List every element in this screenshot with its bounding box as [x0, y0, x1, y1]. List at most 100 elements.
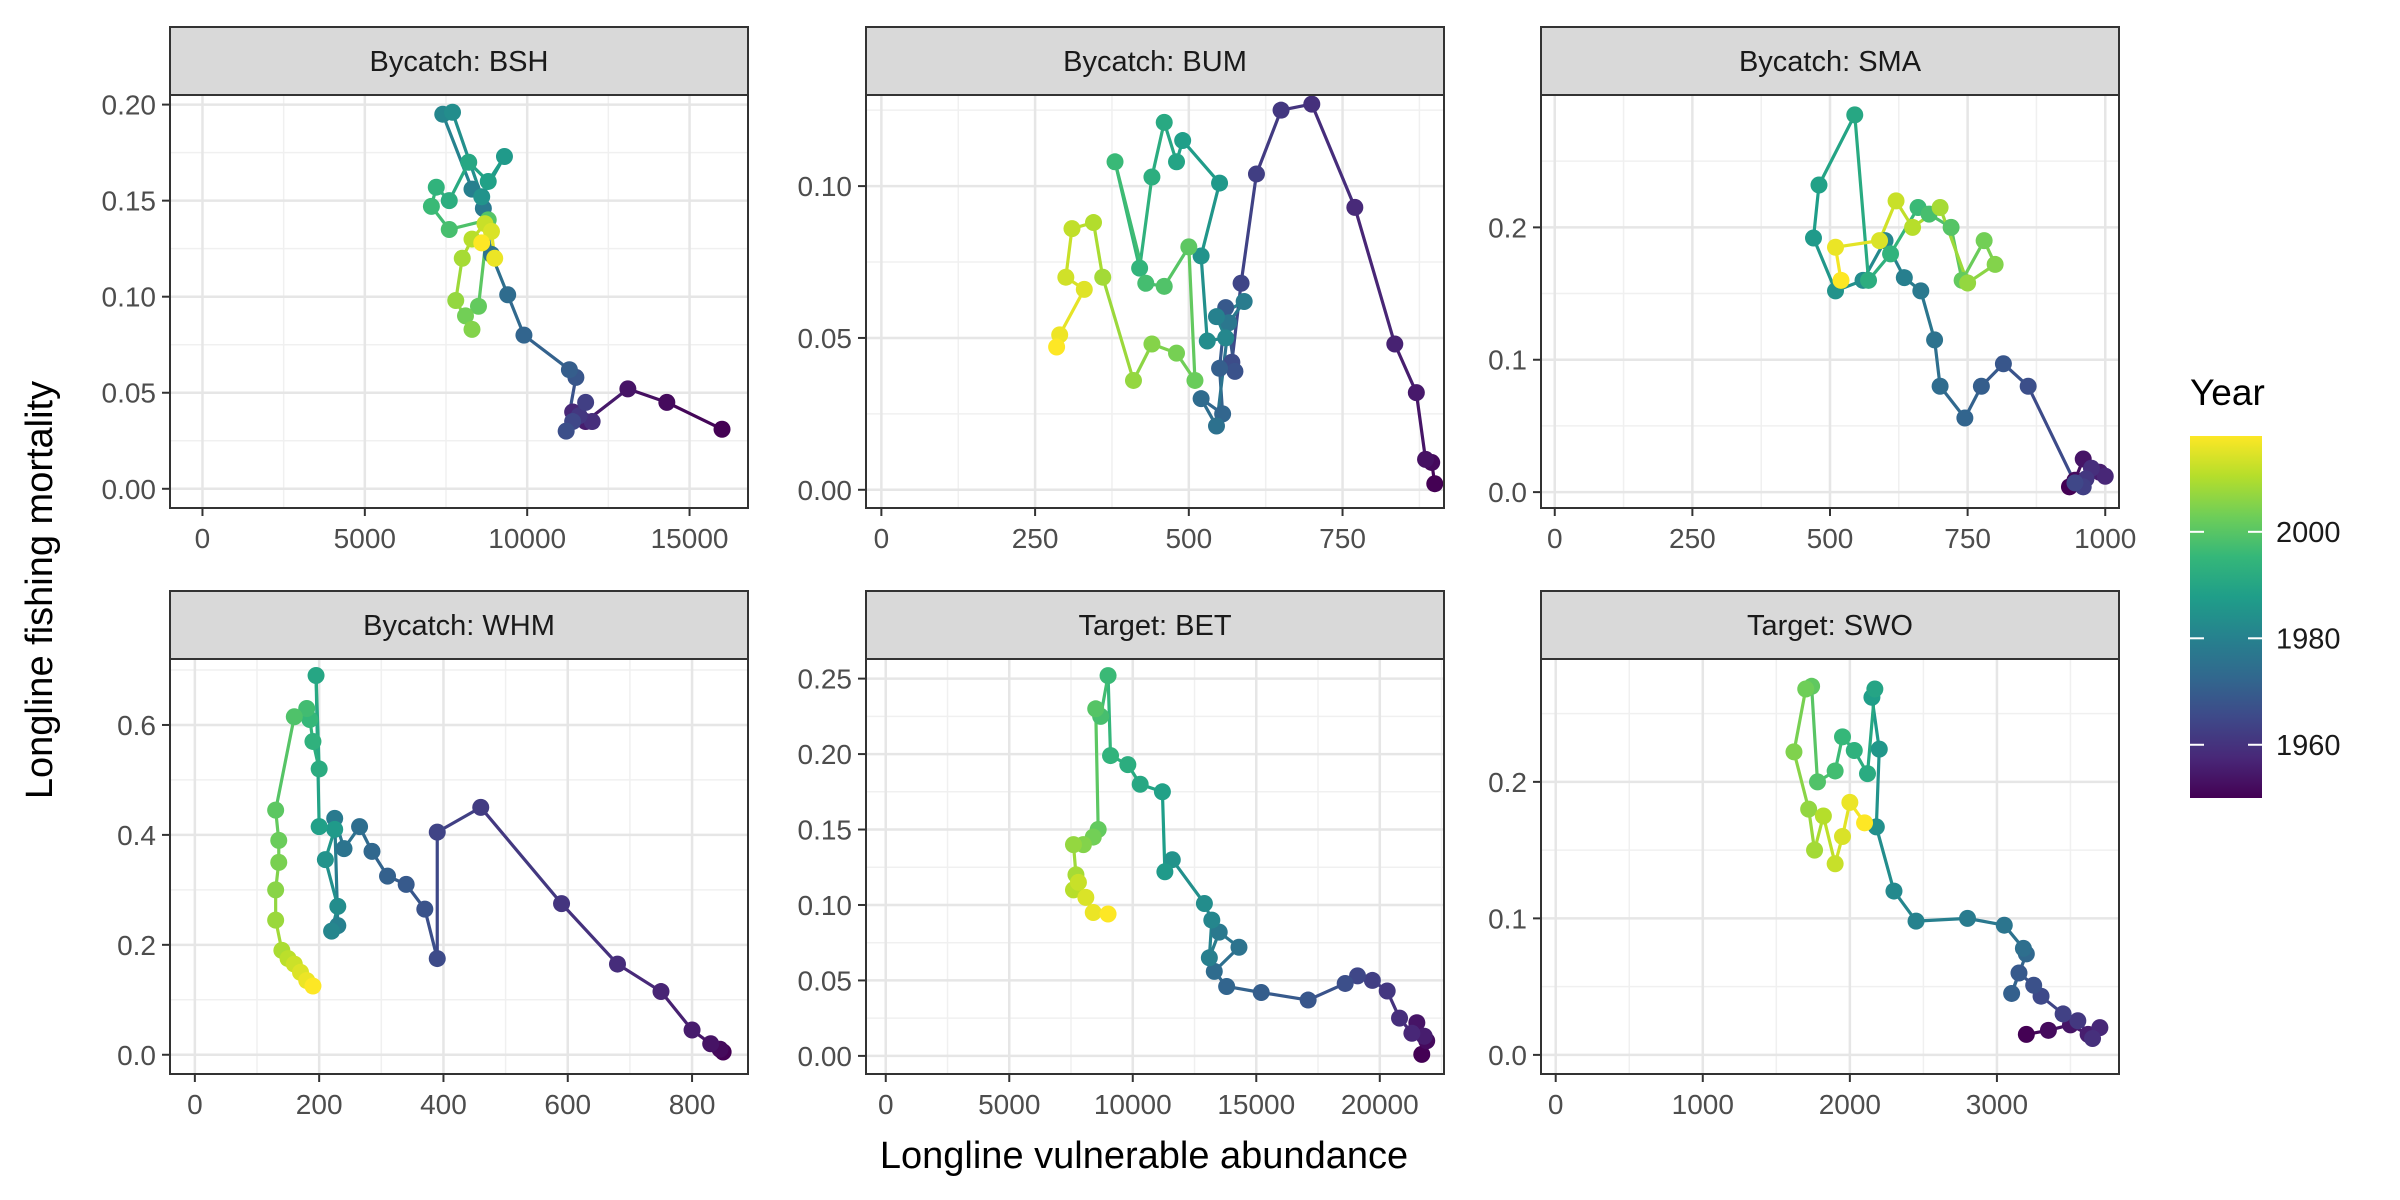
x-tick-label: 20000: [1341, 1089, 1419, 1120]
data-point: [2025, 976, 2043, 994]
facet-title: Bycatch: WHM: [363, 610, 555, 642]
data-point: [1378, 982, 1396, 1000]
data-point: [557, 422, 575, 440]
series-line-segment: [479, 805, 564, 906]
data-point: [1272, 101, 1290, 119]
data-point: [482, 222, 500, 240]
data-point: [1084, 904, 1102, 922]
data-point: [453, 249, 471, 267]
series-line-segment: [559, 902, 620, 966]
data-point: [1942, 218, 1960, 236]
series-line-segment: [1792, 687, 1808, 754]
data-point: [2084, 1030, 2102, 1048]
data-point: [1211, 174, 1229, 192]
data-point: [2017, 1025, 2035, 1043]
data-point: [1860, 271, 1878, 289]
data-point: [1407, 384, 1425, 402]
data-point: [1143, 168, 1161, 186]
data-point: [1137, 274, 1155, 292]
data-point: [1155, 277, 1173, 295]
data-point: [440, 220, 458, 238]
data-point: [702, 1035, 720, 1053]
data-point: [1099, 667, 1117, 685]
y-tick-label: 0.00: [102, 474, 157, 505]
data-point: [1986, 255, 2004, 273]
x-tick-label: 800: [669, 1089, 716, 1120]
x-tick-label: 500: [1807, 523, 1854, 554]
y-tick-label: 0.4: [117, 820, 156, 851]
data-point: [1143, 335, 1161, 353]
year-legend: Year 1960 1980 2000: [2190, 372, 2341, 798]
series-line-segment: [423, 907, 439, 961]
data-point: [1247, 165, 1265, 183]
data-point: [1866, 680, 1884, 698]
data-point: [1363, 971, 1381, 989]
series-line-segment: [1091, 220, 1105, 279]
x-tick-label: 10000: [1094, 1089, 1172, 1120]
data-point: [1959, 274, 1977, 292]
y-tick-label: 0.0: [117, 1040, 156, 1071]
data-point: [363, 842, 381, 860]
data-point: [1075, 280, 1093, 298]
data-point: [1859, 765, 1877, 783]
data-point: [1403, 1024, 1421, 1042]
data-point: [335, 840, 353, 858]
data-point: [1195, 894, 1213, 912]
series-line-segment: [1888, 205, 1920, 256]
y-tick-label: 0.00: [798, 1041, 853, 1072]
series-line-segment: [1874, 825, 1896, 893]
data-point: [1959, 909, 1977, 927]
data-point: [1174, 132, 1192, 150]
y-tick-label: 0.1: [1488, 345, 1527, 376]
data-point: [456, 307, 474, 325]
series-line-segment: [1199, 254, 1209, 343]
facet-title: Target: BET: [1078, 610, 1231, 642]
data-point: [1895, 269, 1913, 287]
data-point: [440, 192, 458, 210]
data-point: [1995, 916, 2013, 934]
facet-panel: Bycatch: WHM 0 200 400 600 800 0.0 0.2 0.4 0.6: [117, 590, 749, 1120]
x-tick-label: 750: [1319, 523, 1366, 554]
data-point: [323, 922, 341, 940]
data-point: [1192, 390, 1210, 408]
panel-border: [169, 658, 749, 1075]
data-point: [1124, 371, 1142, 389]
panel-background: [866, 659, 1444, 1074]
data-point: [1106, 153, 1124, 171]
legend-tick-label: 1960: [2276, 730, 2341, 762]
data-point: [1211, 359, 1229, 377]
data-point: [326, 820, 344, 838]
data-point: [1057, 268, 1075, 286]
data-point: [1904, 218, 1922, 236]
data-point: [463, 320, 481, 338]
x-tick-label: 10000: [488, 523, 566, 554]
data-point: [1845, 741, 1863, 759]
data-point: [1417, 450, 1435, 468]
data-point: [428, 950, 446, 968]
data-point: [1856, 814, 1874, 832]
series-line-segment: [1101, 275, 1136, 383]
panel-background: [170, 659, 748, 1074]
data-point: [658, 393, 676, 411]
data-point: [447, 292, 465, 310]
y-tick-label: 0.2: [117, 930, 156, 961]
x-tick-label: 1000: [2074, 523, 2136, 554]
data-point: [1155, 113, 1173, 131]
data-point: [310, 760, 328, 778]
series-line-segment: [441, 112, 474, 191]
x-tick-label: 3000: [1966, 1089, 2028, 1120]
panel-border: [169, 94, 749, 509]
facet-title: Bycatch: BSH: [370, 46, 549, 78]
series-line-segment: [2026, 384, 2077, 485]
data-point: [351, 818, 369, 836]
series-line-segment: [522, 333, 572, 372]
data-point: [1808, 773, 1826, 791]
x-tick-label: 250: [1669, 523, 1716, 554]
data-point: [1156, 863, 1174, 881]
x-tick-label: 500: [1165, 523, 1212, 554]
data-point: [1168, 153, 1186, 171]
data-point: [379, 867, 397, 885]
data-point: [1299, 991, 1317, 1009]
data-point: [1180, 238, 1198, 256]
data-point: [1192, 247, 1210, 265]
